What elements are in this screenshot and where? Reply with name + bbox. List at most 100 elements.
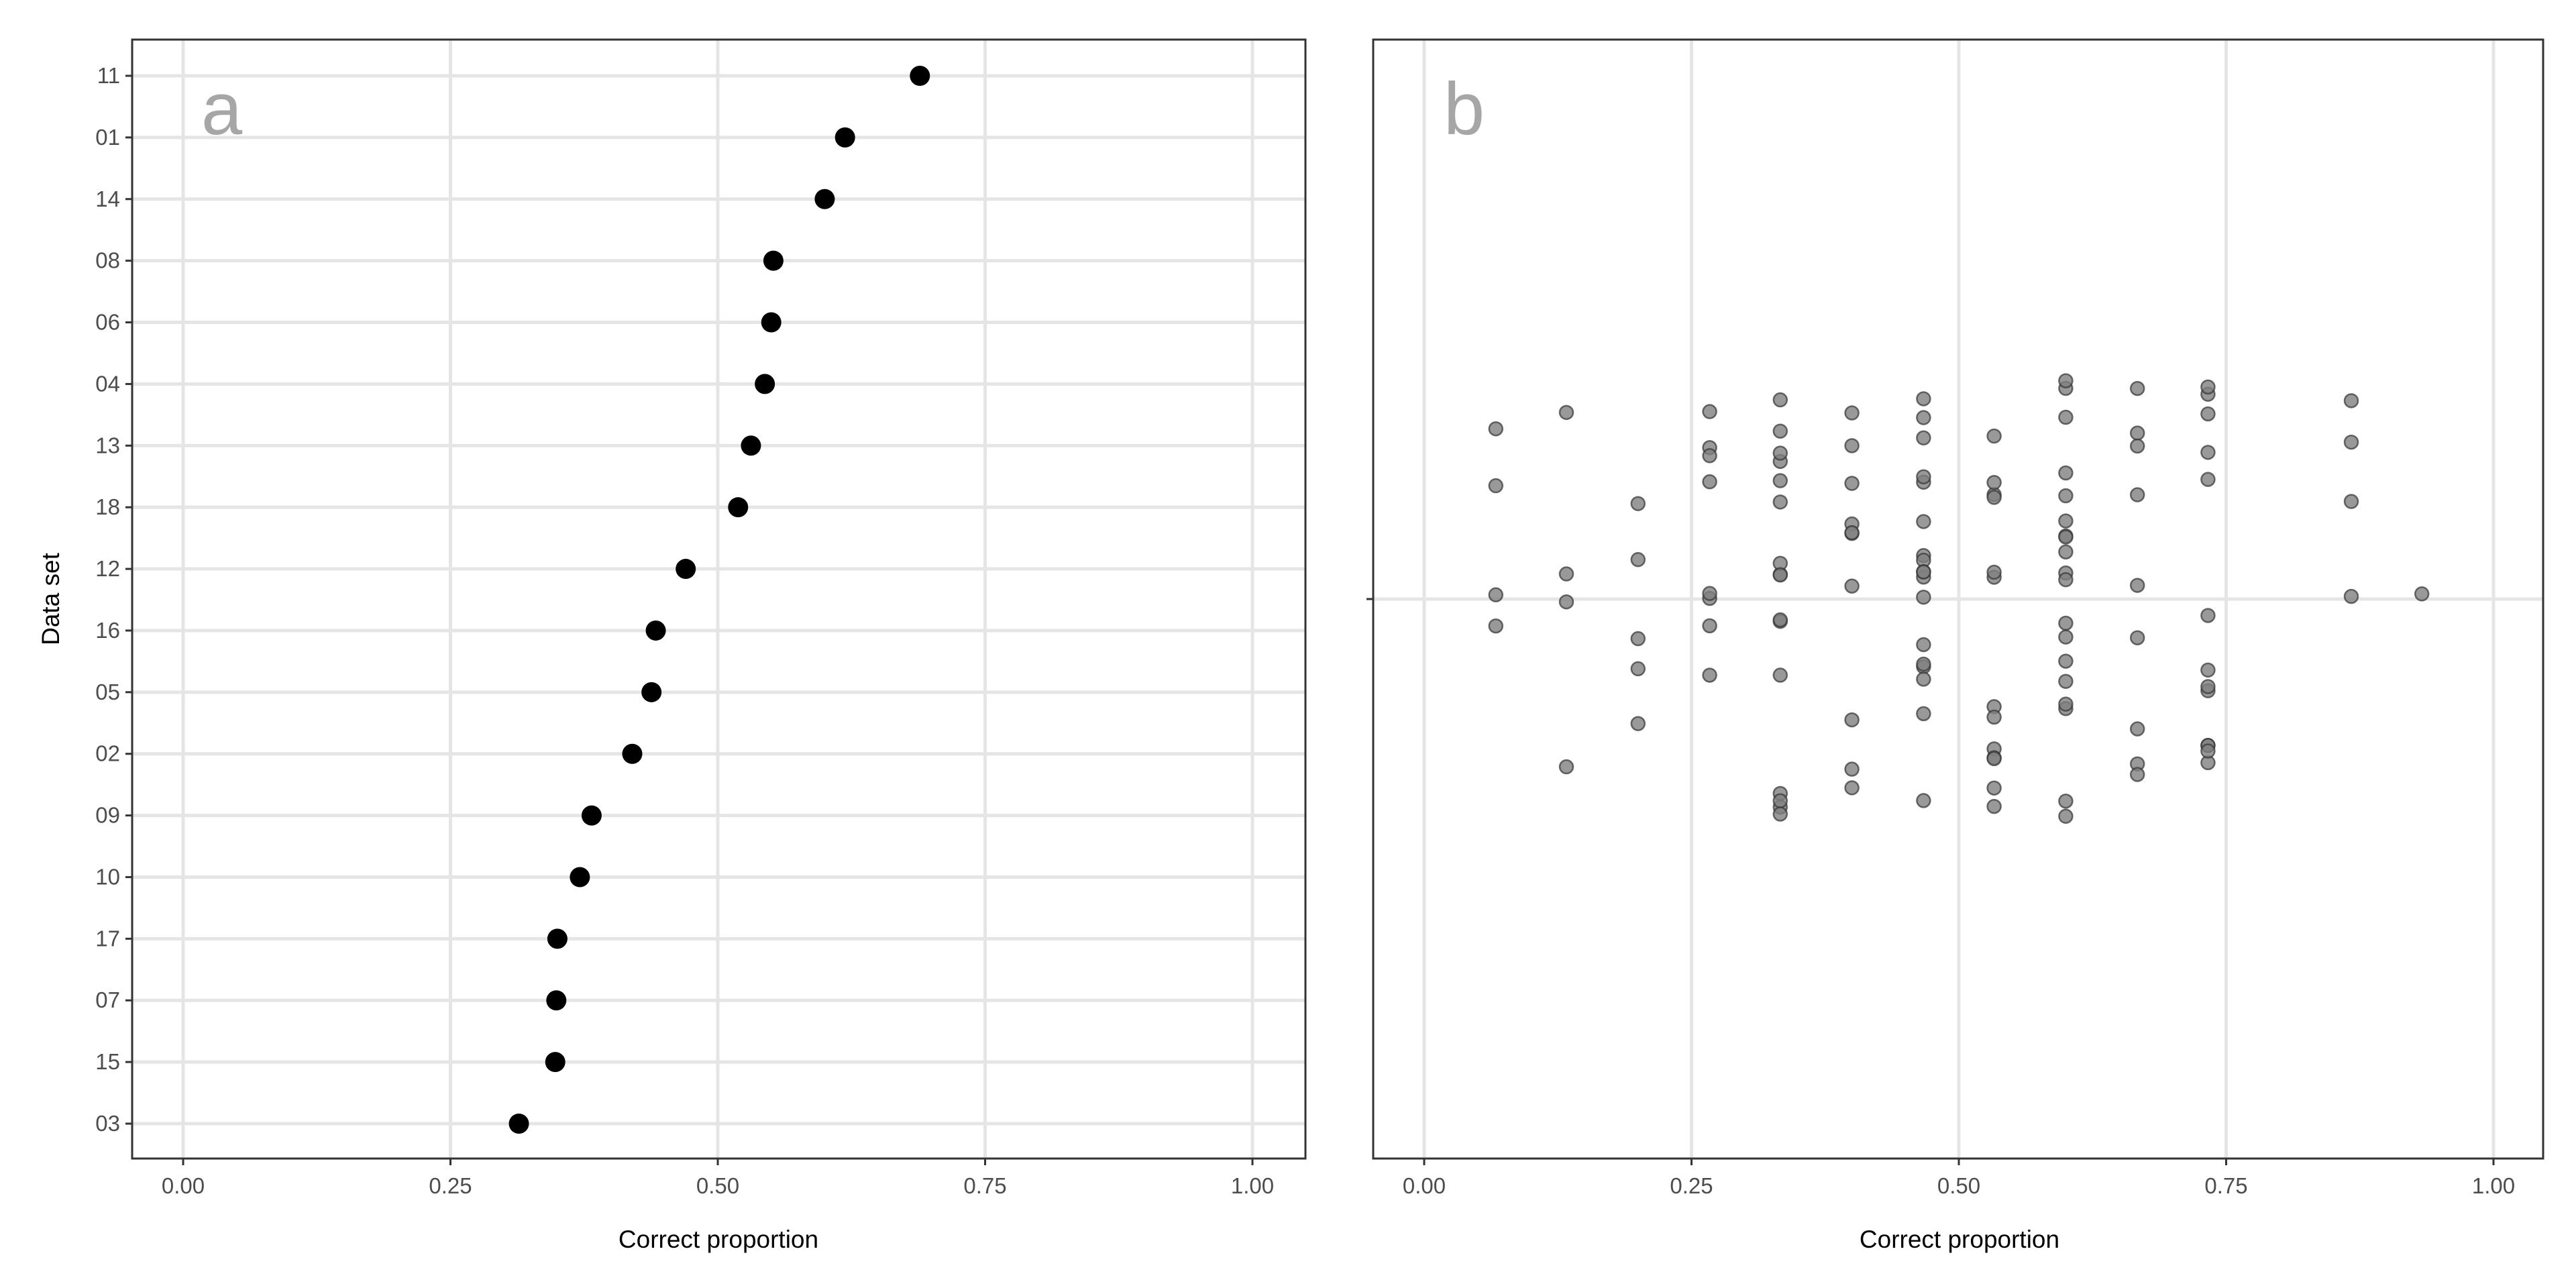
panel-b-point xyxy=(1916,564,1931,580)
panel-a-y-tick-label: 09 xyxy=(95,803,120,828)
panel-a-y-tick-label: 07 xyxy=(95,987,120,1012)
panel-a-point-02 xyxy=(622,743,643,764)
panel-b-point xyxy=(2058,544,2074,559)
panel-b-point xyxy=(1986,564,2002,580)
panel-b-point xyxy=(1772,793,1788,809)
panel-b-point xyxy=(2129,721,2145,737)
panel-a: 0.00 0.25 0.50 0.75 1.00 11 01 14 08 06 04 13 18 12 16… xyxy=(95,38,1307,1198)
panel-b: 0.00 0.25 0.50 0.75 1.00 xyxy=(1366,38,2544,1198)
panel-b-point xyxy=(2058,529,2074,545)
panel-b-point xyxy=(1772,392,1788,408)
panel-a-y-tick-label: 18 xyxy=(95,494,120,519)
panel-b-point xyxy=(1844,438,1860,453)
panel-b-frame xyxy=(1372,38,2544,1160)
panel-a-y-tick-label: 05 xyxy=(95,680,120,704)
panel-a-point-10 xyxy=(570,867,590,888)
panel-b-point xyxy=(1630,496,1646,511)
panel-a-y-tick-label: 11 xyxy=(97,63,120,88)
panel-b-point xyxy=(2058,488,2074,504)
panel-a-y-tick-label: 10 xyxy=(95,864,120,889)
panel-a-point-06 xyxy=(761,312,782,333)
panel-b-point xyxy=(1916,637,1931,653)
panel-b-point xyxy=(1702,448,1717,464)
panel-b-point xyxy=(2058,808,2074,824)
panel-b-point xyxy=(1916,391,1931,407)
panel-b-point xyxy=(2343,393,2359,409)
panel-b-point xyxy=(2129,425,2145,441)
panel-b-point xyxy=(1772,445,1788,461)
panel-b-point xyxy=(1916,410,1931,425)
panel-a-y-tick-label: 14 xyxy=(95,186,120,211)
panel-b-x-tick-label: 0.00 xyxy=(1403,1173,1446,1198)
panel-a-point-01 xyxy=(835,127,855,148)
panel-b-point xyxy=(1844,405,1860,421)
panel-b-point xyxy=(1558,405,1574,421)
panel-b-point xyxy=(2058,409,2074,425)
panel-a-point-16 xyxy=(645,620,666,641)
panel-b-point xyxy=(1702,404,1717,419)
panel-b-tag: b xyxy=(1444,68,1485,150)
panel-a-y-tick-label: 06 xyxy=(95,310,120,335)
panel-b-point xyxy=(2058,793,2074,809)
panel-a-point-05 xyxy=(641,682,662,702)
panel-b-point xyxy=(2343,588,2359,604)
panel-a-y-tick-label: 02 xyxy=(95,741,120,766)
panel-b-point xyxy=(1844,578,1860,594)
panel-b-point xyxy=(2200,445,2216,460)
panel-b-x-tick-label: 0.50 xyxy=(1937,1173,1980,1198)
panel-a-y-tick-label: 16 xyxy=(95,618,120,643)
panel-b-point xyxy=(1558,759,1574,775)
panel-b-x-tick-label: 1.00 xyxy=(2472,1173,2515,1198)
panel-a-y-tick-label: 03 xyxy=(95,1111,120,1136)
panel-b-point xyxy=(1986,780,2002,796)
panel-a-point-03 xyxy=(508,1114,529,1134)
panel-b-point xyxy=(2200,379,2216,395)
panel-b-point xyxy=(2129,380,2145,396)
panel-b-point xyxy=(2343,434,2359,450)
panel-a-frame xyxy=(131,38,1307,1160)
panel-b-point xyxy=(2200,406,2216,422)
panel-a-point-18 xyxy=(728,497,749,518)
panel-b-x-tick-label: 0.75 xyxy=(2204,1173,2247,1198)
panel-a-y-tick-label: 13 xyxy=(95,433,120,458)
panel-a-point-04 xyxy=(755,374,775,394)
panel-b-point xyxy=(1630,551,1646,568)
panel-b-point xyxy=(1916,706,1931,722)
panel-b-point xyxy=(1844,761,1860,777)
panel-b-point xyxy=(1702,474,1717,490)
panel-a-x-tick-label: 0.50 xyxy=(696,1173,739,1198)
panel-b-point xyxy=(2058,629,2074,645)
panel-b-point xyxy=(2343,494,2359,509)
panel-a-tag: a xyxy=(201,68,243,150)
panel-b-point xyxy=(2058,653,2074,669)
panel-a-point-14 xyxy=(814,189,835,209)
panel-b-point xyxy=(1558,594,1574,610)
panel-b-point xyxy=(1916,672,1931,687)
panel-a-x-tick-label: 0.00 xyxy=(162,1173,205,1198)
panel-a-point-07 xyxy=(546,990,567,1011)
panel-b-point xyxy=(2058,513,2074,529)
panel-b-point xyxy=(1916,469,1931,485)
panel-b-point xyxy=(1772,567,1788,583)
panel-b-point xyxy=(1986,428,2002,444)
panel-a-y-tick-label: 12 xyxy=(95,556,120,581)
panel-b-point xyxy=(2058,373,2074,388)
panel-a-y-tick-label: 17 xyxy=(95,926,120,951)
panel-b-point xyxy=(2200,679,2216,694)
panel-b-point xyxy=(2058,674,2074,689)
panel-a-point-11 xyxy=(910,66,930,86)
panel-b-point xyxy=(2058,572,2074,588)
panel-b-point xyxy=(2129,487,2145,502)
panel-a-x-tick-label: 0.25 xyxy=(429,1173,472,1198)
panel-b-point xyxy=(1844,780,1860,796)
panel-b-point xyxy=(1844,525,1860,541)
panel-a-x-axis-title: Correct proportion xyxy=(619,1226,818,1253)
panel-b-point xyxy=(1844,476,1860,491)
panel-b-point xyxy=(2200,608,2216,623)
panel-b-point xyxy=(2058,696,2074,712)
panel-b-point xyxy=(1488,587,1504,602)
panel-b-point xyxy=(2200,743,2216,759)
panel-b-point xyxy=(1916,514,1931,529)
panel-b-point xyxy=(1772,612,1788,628)
panel-a-y-tick-label: 08 xyxy=(95,248,120,273)
